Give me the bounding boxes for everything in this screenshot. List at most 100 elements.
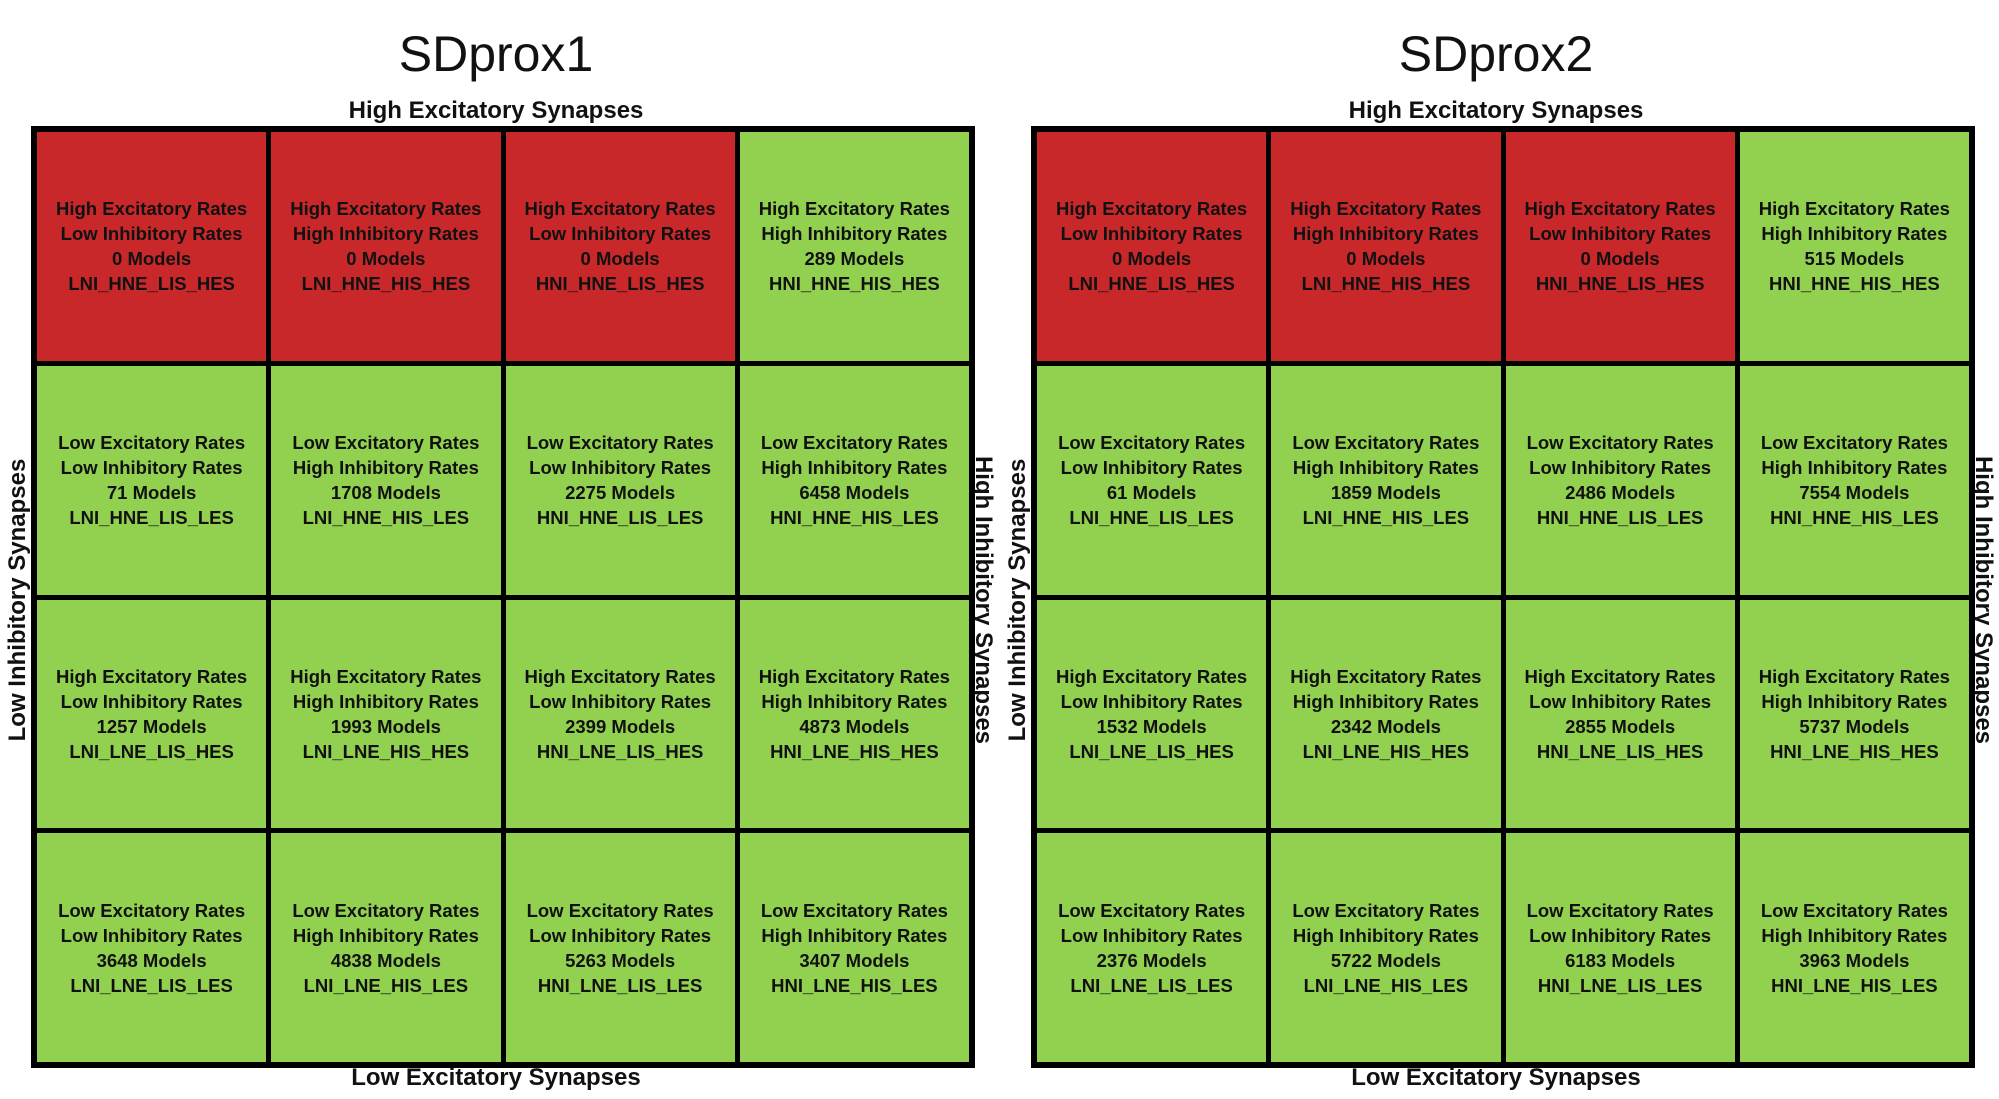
cell-code: HNI_LNE_HIS_LES [771,974,938,996]
cell-code: HNI_HNE_LIS_HES [1535,273,1705,295]
rate-label: Low Inhibitory Rates [1529,223,1712,245]
rate-label: Low Excitatory Rates [1058,432,1246,454]
cell-code: LNI_LNE_LIS_LES [70,974,233,996]
rate-label: Low Inhibitory Rates [1529,457,1712,479]
rate-label: High Excitatory Rates [1758,665,1950,687]
rate-label: Low Excitatory Rates [58,432,246,454]
rate-label: Low Excitatory Rates [760,432,948,454]
rate-label: High Excitatory Rates [56,665,248,687]
rate-label: High Excitatory Rates [524,198,716,220]
rate-label: Low Excitatory Rates [1760,432,1948,454]
model-count: 0 Models [1346,248,1426,270]
rate-label: Low Excitatory Rates [292,899,480,921]
cell-code: HNI_HNE_LIS_HES [535,273,705,295]
panel-sdprox2: SDprox2 High Excitatory Synapses Low Inh… [1000,0,1997,1099]
cell-code: HNI_LNE_HIS_HES [770,740,939,762]
model-count: 1993 Models [330,715,441,737]
grid-cell: Low Excitatory Rates High Inhibitory Rate… [1271,365,1501,595]
cell-code: LNI_LNE_LIS_HES [1069,740,1234,762]
cell-code: HNI_HNE_HIS_HES [769,273,940,295]
rate-label: Low Inhibitory Rates [1529,690,1712,712]
rate-label: Low Excitatory Rates [526,899,714,921]
rate-label: High Inhibitory Rates [292,457,479,479]
grid-cell: High Excitatory Rates High Inhibitory Rat… [1739,132,1969,361]
grid-cell: Low Excitatory Rates High Inhibitory Rate… [1739,833,1969,1062]
model-count: 1708 Models [330,482,441,504]
rate-label: High Inhibitory Rates [1761,924,1948,946]
model-count: 2275 Models [565,482,676,504]
rate-label: High Inhibitory Rates [1761,457,1948,479]
model-count: 4873 Models [799,715,910,737]
model-count: 2399 Models [565,715,676,737]
rate-label: Low Excitatory Rates [1760,899,1948,921]
rate-label: High Inhibitory Rates [761,457,948,479]
left-axis-label: Low Inhibitory Synapses [4,458,31,742]
model-count: 1257 Models [96,715,207,737]
cell-code: LNI_HNE_HIS_LES [302,507,470,529]
rate-label: Low Inhibitory Rates [60,223,243,245]
model-count: 7554 Models [1799,482,1910,504]
model-count: 6183 Models [1565,949,1676,971]
model-count: 3648 Models [96,949,207,971]
rate-label: High Inhibitory Rates [1292,223,1479,245]
cell-code: HNI_HNE_HIS_LES [1770,507,1939,529]
grid-cell: Low Excitatory Rates High Inhibitory Rate… [271,833,501,1062]
cell-code: HNI_HNE_LIS_LES [1536,507,1704,529]
rate-label: Low Excitatory Rates [1292,432,1480,454]
rate-label: High Excitatory Rates [1524,665,1716,687]
cell-code: LNI_LNE_HIS_HES [1302,740,1470,762]
rate-label: High Inhibitory Rates [1292,457,1479,479]
model-count: 0 Models [1580,248,1660,270]
model-count: 3963 Models [1799,949,1910,971]
cell-code: LNI_LNE_HIS_LES [1303,974,1469,996]
grid-cell: Low Excitatory Rates Low Inhibitory Rates… [1037,833,1267,1062]
grid-cell: Low Excitatory Rates Low Inhibitory Rates… [505,365,735,595]
rate-label: Low Excitatory Rates [58,899,246,921]
bottom-axis-label: Low Excitatory Synapses [351,1064,641,1091]
grid-cell: Low Excitatory Rates Low Inhibitory Rates… [37,833,267,1062]
model-count: 0 Models [580,248,660,270]
rate-label: Low Inhibitory Rates [60,457,243,479]
cell-code: HNI_HNE_HIS_LES [770,507,939,529]
grid-cell: High Excitatory Rates Low Inhibitory Rate… [1505,132,1735,361]
panel-title: SDprox1 [398,26,594,82]
top-axis-label: High Excitatory Synapses [348,97,644,124]
cell-code: LNI_LNE_LIS_LES [1070,974,1233,996]
panel-title: SDprox2 [1398,26,1594,82]
grid-cell: Low Excitatory Rates High Inhibitory Rate… [1739,365,1969,595]
grid-cell: High Excitatory Rates High Inhibitory Rat… [1739,599,1969,829]
cell-code: LNI_HNE_HIS_HES [1301,273,1471,295]
rate-label: Low Inhibitory Rates [1060,223,1243,245]
rate-label: High Inhibitory Rates [292,690,479,712]
rate-label: High Excitatory Rates [758,198,950,220]
rate-label: High Excitatory Rates [758,665,950,687]
grid-cell: High Excitatory Rates Low Inhibitory Rate… [505,599,735,829]
rate-label: Low Excitatory Rates [526,432,714,454]
cell-code: LNI_HNE_LIS_LES [69,507,234,529]
rate-label: High Excitatory Rates [1056,665,1248,687]
model-count: 2486 Models [1565,482,1676,504]
model-count: 515 Models [1804,248,1905,270]
grid-cell: High Excitatory Rates High Inhibitory Rat… [271,599,501,829]
rate-label: High Excitatory Rates [1524,198,1716,220]
model-count: 5722 Models [1330,949,1441,971]
grid-cell: High Excitatory Rates Low Inhibitory Rate… [37,599,267,829]
rate-label: High Inhibitory Rates [761,223,948,245]
rate-label: Low Inhibitory Rates [60,690,243,712]
model-count: 5263 Models [565,949,676,971]
grid-cell: High Excitatory Rates High Inhibitory Rat… [1271,132,1501,361]
cell-code: HNI_LNE_HIS_HES [1770,740,1939,762]
rate-label: Low Inhibitory Rates [529,223,712,245]
model-count: 0 Models [1112,248,1192,270]
cell-code: HNI_HNE_LIS_LES [536,507,704,529]
model-grid: High Excitatory Rates Low Inhibitory Rate… [31,126,975,1068]
model-count: 4838 Models [330,949,441,971]
cell-code: LNI_LNE_LIS_HES [69,740,234,762]
grid-cell: Low Excitatory Rates High Inhibitory Rate… [739,833,969,1062]
rate-label: High Excitatory Rates [1290,198,1482,220]
rate-label: Low Excitatory Rates [1526,432,1714,454]
cell-code: HNI_LNE_LIS_HES [536,740,704,762]
rate-label: High Excitatory Rates [56,198,248,220]
grid-cell: High Excitatory Rates Low Inhibitory Rate… [505,132,735,361]
rate-label: Low Inhibitory Rates [529,690,712,712]
